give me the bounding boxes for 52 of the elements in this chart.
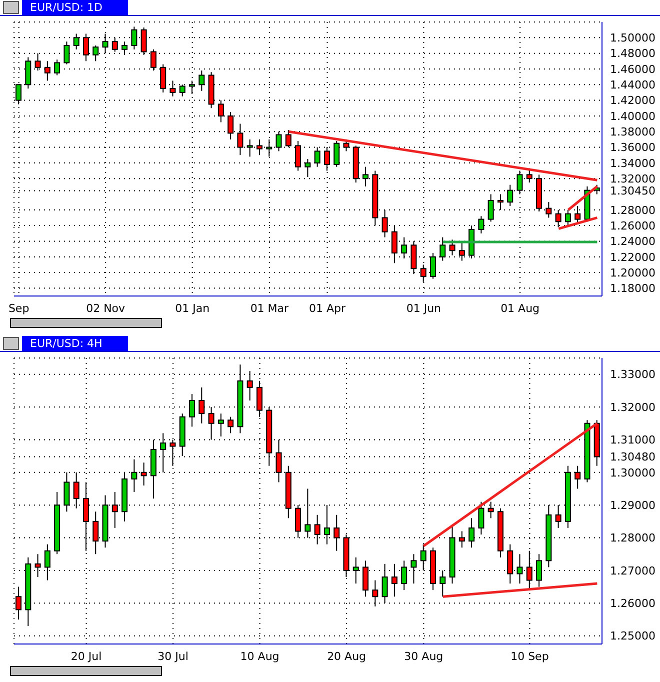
x-tick-label: Sep: [8, 302, 30, 315]
y-tick-label: 1.38000: [610, 126, 656, 139]
candlestick: [218, 413, 224, 437]
candlestick: [228, 416, 234, 434]
x-tick-label: 02 Nov: [86, 302, 126, 315]
x-tick-label: 10 Sep: [510, 650, 549, 663]
y-tick-label: 1.30450: [610, 184, 656, 198]
y-tick-label: 1.26000: [610, 219, 656, 232]
y-tick-label: 1.22000: [610, 250, 656, 264]
y-tick-label: 1.34000: [610, 156, 656, 170]
y-tick-label: 1.40000: [610, 110, 656, 123]
y-tick-label: 1.30000: [610, 466, 656, 480]
candlestick: [478, 501, 484, 536]
x-tick-label: 10 Aug: [240, 650, 280, 663]
x-tick-label: 01 Mar: [250, 302, 290, 315]
candlestick: [564, 209, 571, 226]
y-tick-label: 1.46000: [610, 62, 656, 76]
y-tick-label: 1.33000: [610, 368, 656, 382]
x-tick-label: 01 Jun: [406, 302, 442, 315]
y-tick-label: 1.29000: [610, 498, 656, 512]
y-tick-label: 1.44000: [610, 78, 656, 92]
y-tick-label: 1.32000: [610, 400, 656, 414]
candlestick: [54, 59, 60, 76]
candlestick: [458, 530, 465, 548]
candlestick: [391, 563, 398, 598]
y-tick-label: 1.32000: [610, 172, 656, 186]
y-tick-label: 1.18000: [610, 282, 656, 296]
x-tick-label: 30 Jul: [158, 650, 188, 663]
chart-title: EUR/USD: 1D: [22, 0, 128, 15]
candlestick: [122, 41, 128, 56]
x-tick-label: 01 Jan: [175, 302, 210, 315]
y-tick-label: 1.48000: [610, 47, 656, 60]
y-tick-label: 1.27000: [610, 564, 656, 578]
x-tick-label: 30 Aug: [404, 650, 444, 663]
y-tick-label: 1.28000: [610, 532, 656, 545]
candlestick: [189, 393, 196, 428]
x-tick-label: 20 Aug: [327, 650, 366, 663]
y-tick-label: 1.20000: [610, 266, 656, 280]
y-tick-label: 1.31000: [610, 434, 656, 447]
chart-title: EUR/USD: 4H: [22, 336, 128, 351]
y-tick-label: 1.25000: [610, 630, 656, 643]
candlestick: [449, 239, 456, 256]
y-tick-label: 1.42000: [610, 94, 656, 108]
y-tick-label: 1.24000: [610, 235, 656, 248]
y-tick-label: 1.36000: [610, 141, 656, 154]
y-tick-label: 1.26000: [610, 597, 656, 610]
x-tick-label: 01 Apr: [309, 302, 346, 315]
x-tick-label: 20 Jul: [70, 650, 102, 663]
x-tick-label: 01 Aug: [500, 302, 540, 315]
y-tick-label: 1.30480: [610, 450, 656, 464]
y-tick-label: 1.28000: [610, 204, 656, 217]
y-tick-label: 1.50000: [610, 32, 656, 45]
